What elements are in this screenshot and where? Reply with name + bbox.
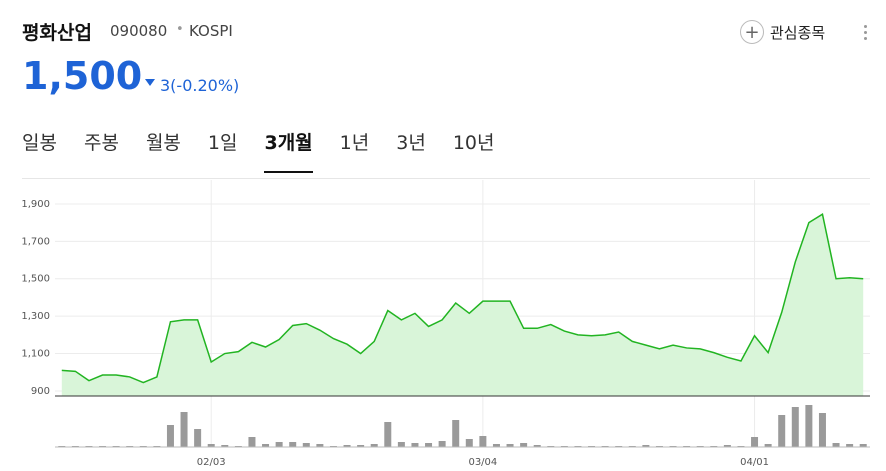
more-icon[interactable] — [864, 25, 867, 43]
down-arrow — [145, 79, 155, 86]
volume-bar — [723, 445, 731, 447]
volume-bar — [764, 444, 772, 447]
volume-bar — [166, 425, 174, 447]
tab[interactable]: 3개월 — [264, 128, 313, 173]
volume-bar — [859, 444, 867, 447]
volume-bar — [778, 415, 786, 447]
y-tick-label: 1,700 — [21, 236, 50, 247]
volume-bar — [316, 444, 324, 447]
volume-bar — [465, 439, 473, 447]
y-tick-label: 1,900 — [21, 199, 50, 210]
volume-bar — [275, 442, 283, 447]
tab[interactable]: 월봉 — [145, 132, 181, 154]
price-change: 3(-0.20%) — [160, 76, 240, 95]
area — [61, 214, 864, 396]
volume-bar — [384, 422, 392, 447]
volume-bar — [642, 445, 650, 447]
volume-bar — [751, 437, 759, 447]
volume-bar — [343, 445, 351, 447]
volume-bar — [289, 442, 297, 447]
volume-bar — [302, 443, 310, 447]
y-tick-label: 1,500 — [21, 274, 50, 285]
volume-bar — [411, 443, 419, 447]
volume-bar — [370, 444, 378, 447]
volume-bar — [438, 441, 446, 447]
volume-bar — [791, 407, 799, 447]
tab[interactable]: 3년 — [396, 132, 426, 154]
plus-icon: + — [740, 20, 764, 44]
tab[interactable]: 주봉 — [83, 132, 119, 154]
volume-bar — [180, 412, 188, 447]
y-tick-label: 900 — [31, 386, 50, 397]
tab[interactable]: 10년 — [452, 132, 495, 154]
separator: • — [176, 22, 184, 37]
y-tick-label: 1,100 — [21, 349, 50, 360]
volume-bar — [533, 445, 541, 447]
volume-bar — [397, 442, 405, 447]
volume-bar — [262, 444, 270, 447]
y-tick-label: 1,300 — [21, 311, 50, 322]
x-tick-label: 03/04 — [468, 457, 497, 468]
tab[interactable]: 1일 — [207, 132, 238, 154]
stock-name: 평화산업 — [22, 22, 92, 44]
watch-label: 관심종목 — [770, 23, 826, 42]
price: 1,500 — [22, 54, 143, 98]
volume-bar — [357, 445, 365, 447]
volume-bar — [452, 420, 460, 447]
volume-bar — [479, 436, 487, 447]
volume-bar — [248, 437, 256, 447]
volume-bar — [832, 443, 840, 447]
volume-bar — [818, 413, 826, 447]
tab[interactable]: 1년 — [339, 132, 370, 154]
volume-bar — [506, 444, 514, 447]
volume-bar — [846, 444, 854, 447]
x-tick-label: 02/03 — [197, 457, 226, 468]
volume-bar — [492, 444, 500, 447]
watch-button[interactable]: + 관심종목 — [740, 20, 825, 44]
volume-bar — [805, 405, 813, 447]
period-tabs: 일봉 주봉 월봉 1일 3개월 1년 3년 10년 — [22, 128, 522, 173]
volume-bar — [221, 445, 229, 447]
price-line — [61, 213, 864, 384]
volume-bar — [194, 429, 202, 447]
volume-bar — [425, 443, 433, 447]
tab[interactable]: 일봉 — [22, 132, 57, 154]
x-tick-label: 04/01 — [740, 457, 769, 468]
stock-code: 090080 — [110, 22, 168, 40]
volume-bar — [207, 444, 215, 447]
market: KOSPI — [189, 22, 233, 40]
volume-bar — [520, 443, 528, 447]
